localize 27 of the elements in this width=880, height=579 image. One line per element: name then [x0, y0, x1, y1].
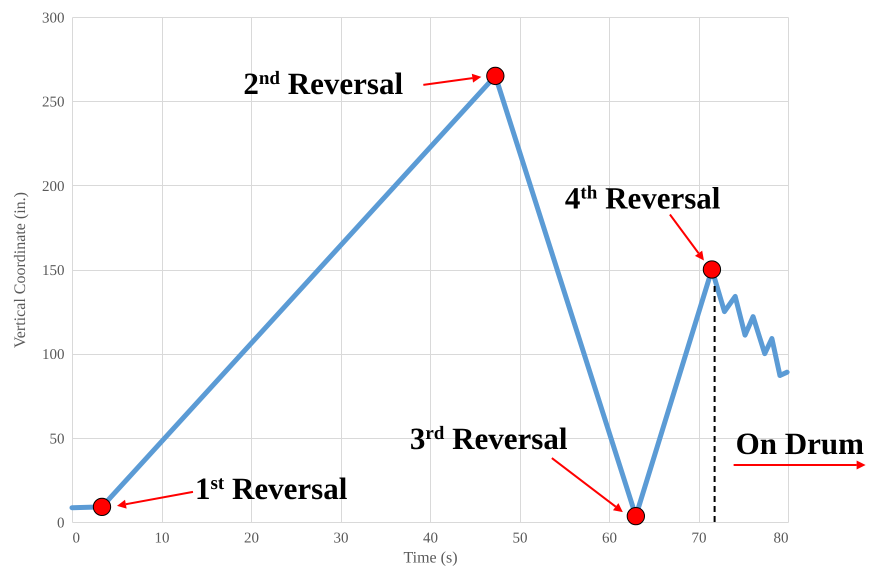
annotation: 4$^{th}$ Reversal [564, 180, 721, 216]
annotation: 1$^{st}$ Reversal [194, 470, 348, 506]
annotation: 3$^{rd}$ Reversal [410, 421, 568, 456]
point [92, 498, 112, 516]
x-tick-label: 20 [244, 530, 259, 546]
x-tick-label: 10 [154, 530, 170, 546]
x-tick-label: 80 [774, 530, 788, 546]
x-tick-label: 50 [512, 530, 528, 546]
y-axis-title: Vertical Coordinate (in.) [12, 192, 29, 348]
x-tick-label: 70 [692, 530, 706, 546]
y-tick-label: 50 [50, 431, 64, 448]
point [486, 66, 504, 86]
y-tick-label: 100 [42, 347, 64, 364]
x-tick-label: 0 [72, 530, 80, 546]
point [626, 506, 646, 526]
point [702, 260, 722, 279]
y-tick-label: 300 [42, 10, 64, 26]
x-tick-label: 60 [602, 530, 617, 546]
y-tick-label: 150 [42, 263, 64, 279]
y-tick-label: 250 [42, 94, 64, 111]
x-axis-title: Time (s) [403, 550, 458, 566]
annotation: 2$^{nd}$ Reversal [243, 66, 404, 101]
y-tick-label: 200 [42, 178, 64, 195]
y-tick-label: 0 [57, 516, 64, 532]
x-tick-label: 30 [334, 530, 348, 546]
x-tick-label: 40 [423, 530, 438, 546]
ref-line-label: On Drum [736, 426, 864, 461]
